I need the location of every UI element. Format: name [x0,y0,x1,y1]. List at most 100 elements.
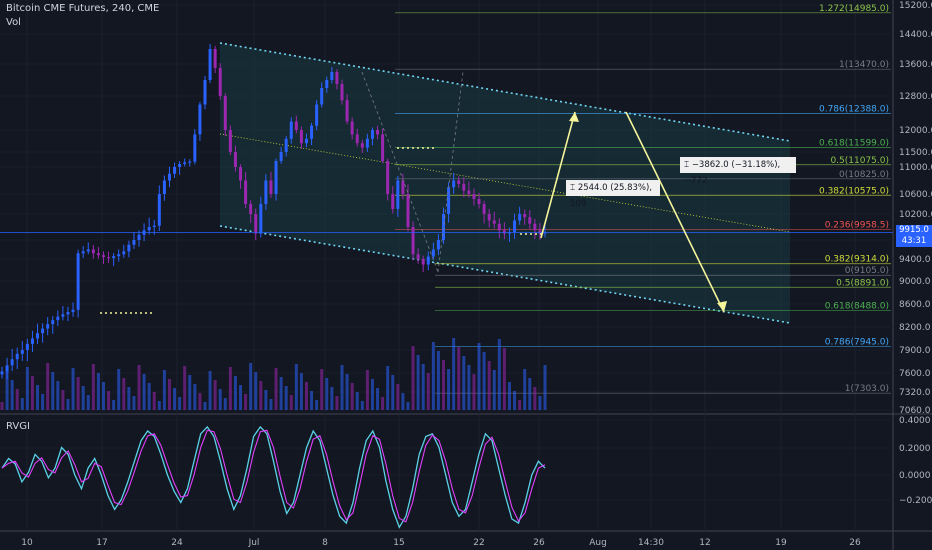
volume-bar [76,377,80,410]
y-tick-label: 9400.0 [899,255,931,265]
candle-body [0,371,4,375]
rvgi-tick-label: 0.4000 [899,416,931,426]
candle-body [411,227,415,255]
candle-body [10,359,14,366]
volume-bar [213,380,217,410]
candle-body [401,180,405,194]
volume-bar [132,396,136,410]
candle-body [304,138,308,144]
volume-bar [533,387,537,410]
fib-level-label: 0(10825.0) [839,170,889,180]
x-tick-label: Jul [248,538,260,548]
volume-bar [315,400,319,410]
arrowhead-icon [569,112,579,122]
candle-body [223,96,227,130]
volume-bar [538,396,542,410]
volume-bar [320,369,324,410]
candle-body [178,164,182,167]
volume-bar [86,395,90,410]
volume-bar [56,381,60,410]
volume-bar [487,361,491,410]
candle-body [406,194,410,227]
arrowhead-icon [717,301,727,312]
volume-bar [137,365,141,410]
rvgi-tick-label: 0.2000 [899,444,931,454]
volume-bar [193,384,197,410]
y-tick-label: 11500.0 [899,148,932,158]
projection-arrow-up [540,111,576,239]
volume-bar [492,370,496,410]
volume-bar [244,394,248,410]
candle-body [183,162,187,164]
rvgi-tick-label: −0.2000 [899,496,932,506]
volume-bar [289,395,293,410]
candle-body [254,214,258,234]
volume-bar [340,365,344,410]
volume-bar [198,393,202,410]
candle-body [330,72,334,80]
candle-body [442,214,446,240]
candle-body [147,227,151,231]
volume-bar [96,373,100,410]
measure-down-box[interactable]: ⌶ −3862.0 (−31.18%), −772 [680,157,796,186]
volume-bar [518,400,522,410]
measure-up-box[interactable]: ⌶ 2544.0 (25.83%), 509 [566,180,660,209]
volume-bar [254,372,258,410]
volume-bar [91,364,95,410]
candle-body [203,80,207,105]
fib-level-label: 0.5(11075.0) [830,156,889,166]
candle-body [381,134,385,161]
candle-body [421,259,425,265]
candle-body [228,130,232,152]
volume-bar [239,385,243,410]
candle-body [325,80,329,88]
candle-body [239,167,243,181]
x-tick-label: 26 [849,538,861,548]
candle-body [492,220,496,224]
y-tick-label: 7900.0 [899,346,931,356]
candle-body [157,194,161,226]
candle-body [274,161,278,194]
volume-bar [101,382,105,410]
candle-body [36,333,40,339]
candle-body [487,214,491,221]
candle-body [76,253,80,310]
volume-bar [66,399,70,410]
rvgi-label: RVGI [6,421,30,432]
x-tick-label: 26 [533,538,545,548]
candle-body [315,104,319,126]
candle-body [137,234,141,240]
symbol-title: Bitcoin CME Futures, 240, CME [6,3,160,14]
candle-body [86,249,90,252]
candle-body [51,320,55,325]
volume-bar [71,368,75,410]
countdown: 43:31 [901,236,927,246]
volume-bar [457,347,461,410]
candle-body [5,365,9,372]
candle-body [208,49,212,80]
candle-body [284,138,288,152]
volume-bar [406,402,410,410]
candle-body [117,254,121,257]
candle-body [416,254,420,259]
candle-body [46,324,50,329]
candle-body [467,190,471,194]
x-tick-label: 12 [699,538,710,548]
candle-body [462,183,466,191]
y-tick-label: 8600.0 [899,300,931,310]
candle-body [289,121,293,139]
candle-body [218,68,222,96]
volume-bar [259,381,263,410]
measure-icon: ⌶ [570,183,576,193]
volume-bar [81,386,85,410]
x-tick-label: Aug [589,538,607,548]
x-tick-label: 19 [775,538,787,548]
volume-bar [401,393,405,410]
x-tick-label: 22 [473,538,484,548]
candle-body [482,204,486,214]
volume-bar [381,397,385,410]
volume-bar [228,367,232,410]
candle-body [533,223,537,231]
fib-level-label: 0.786(12388.0) [819,105,889,115]
